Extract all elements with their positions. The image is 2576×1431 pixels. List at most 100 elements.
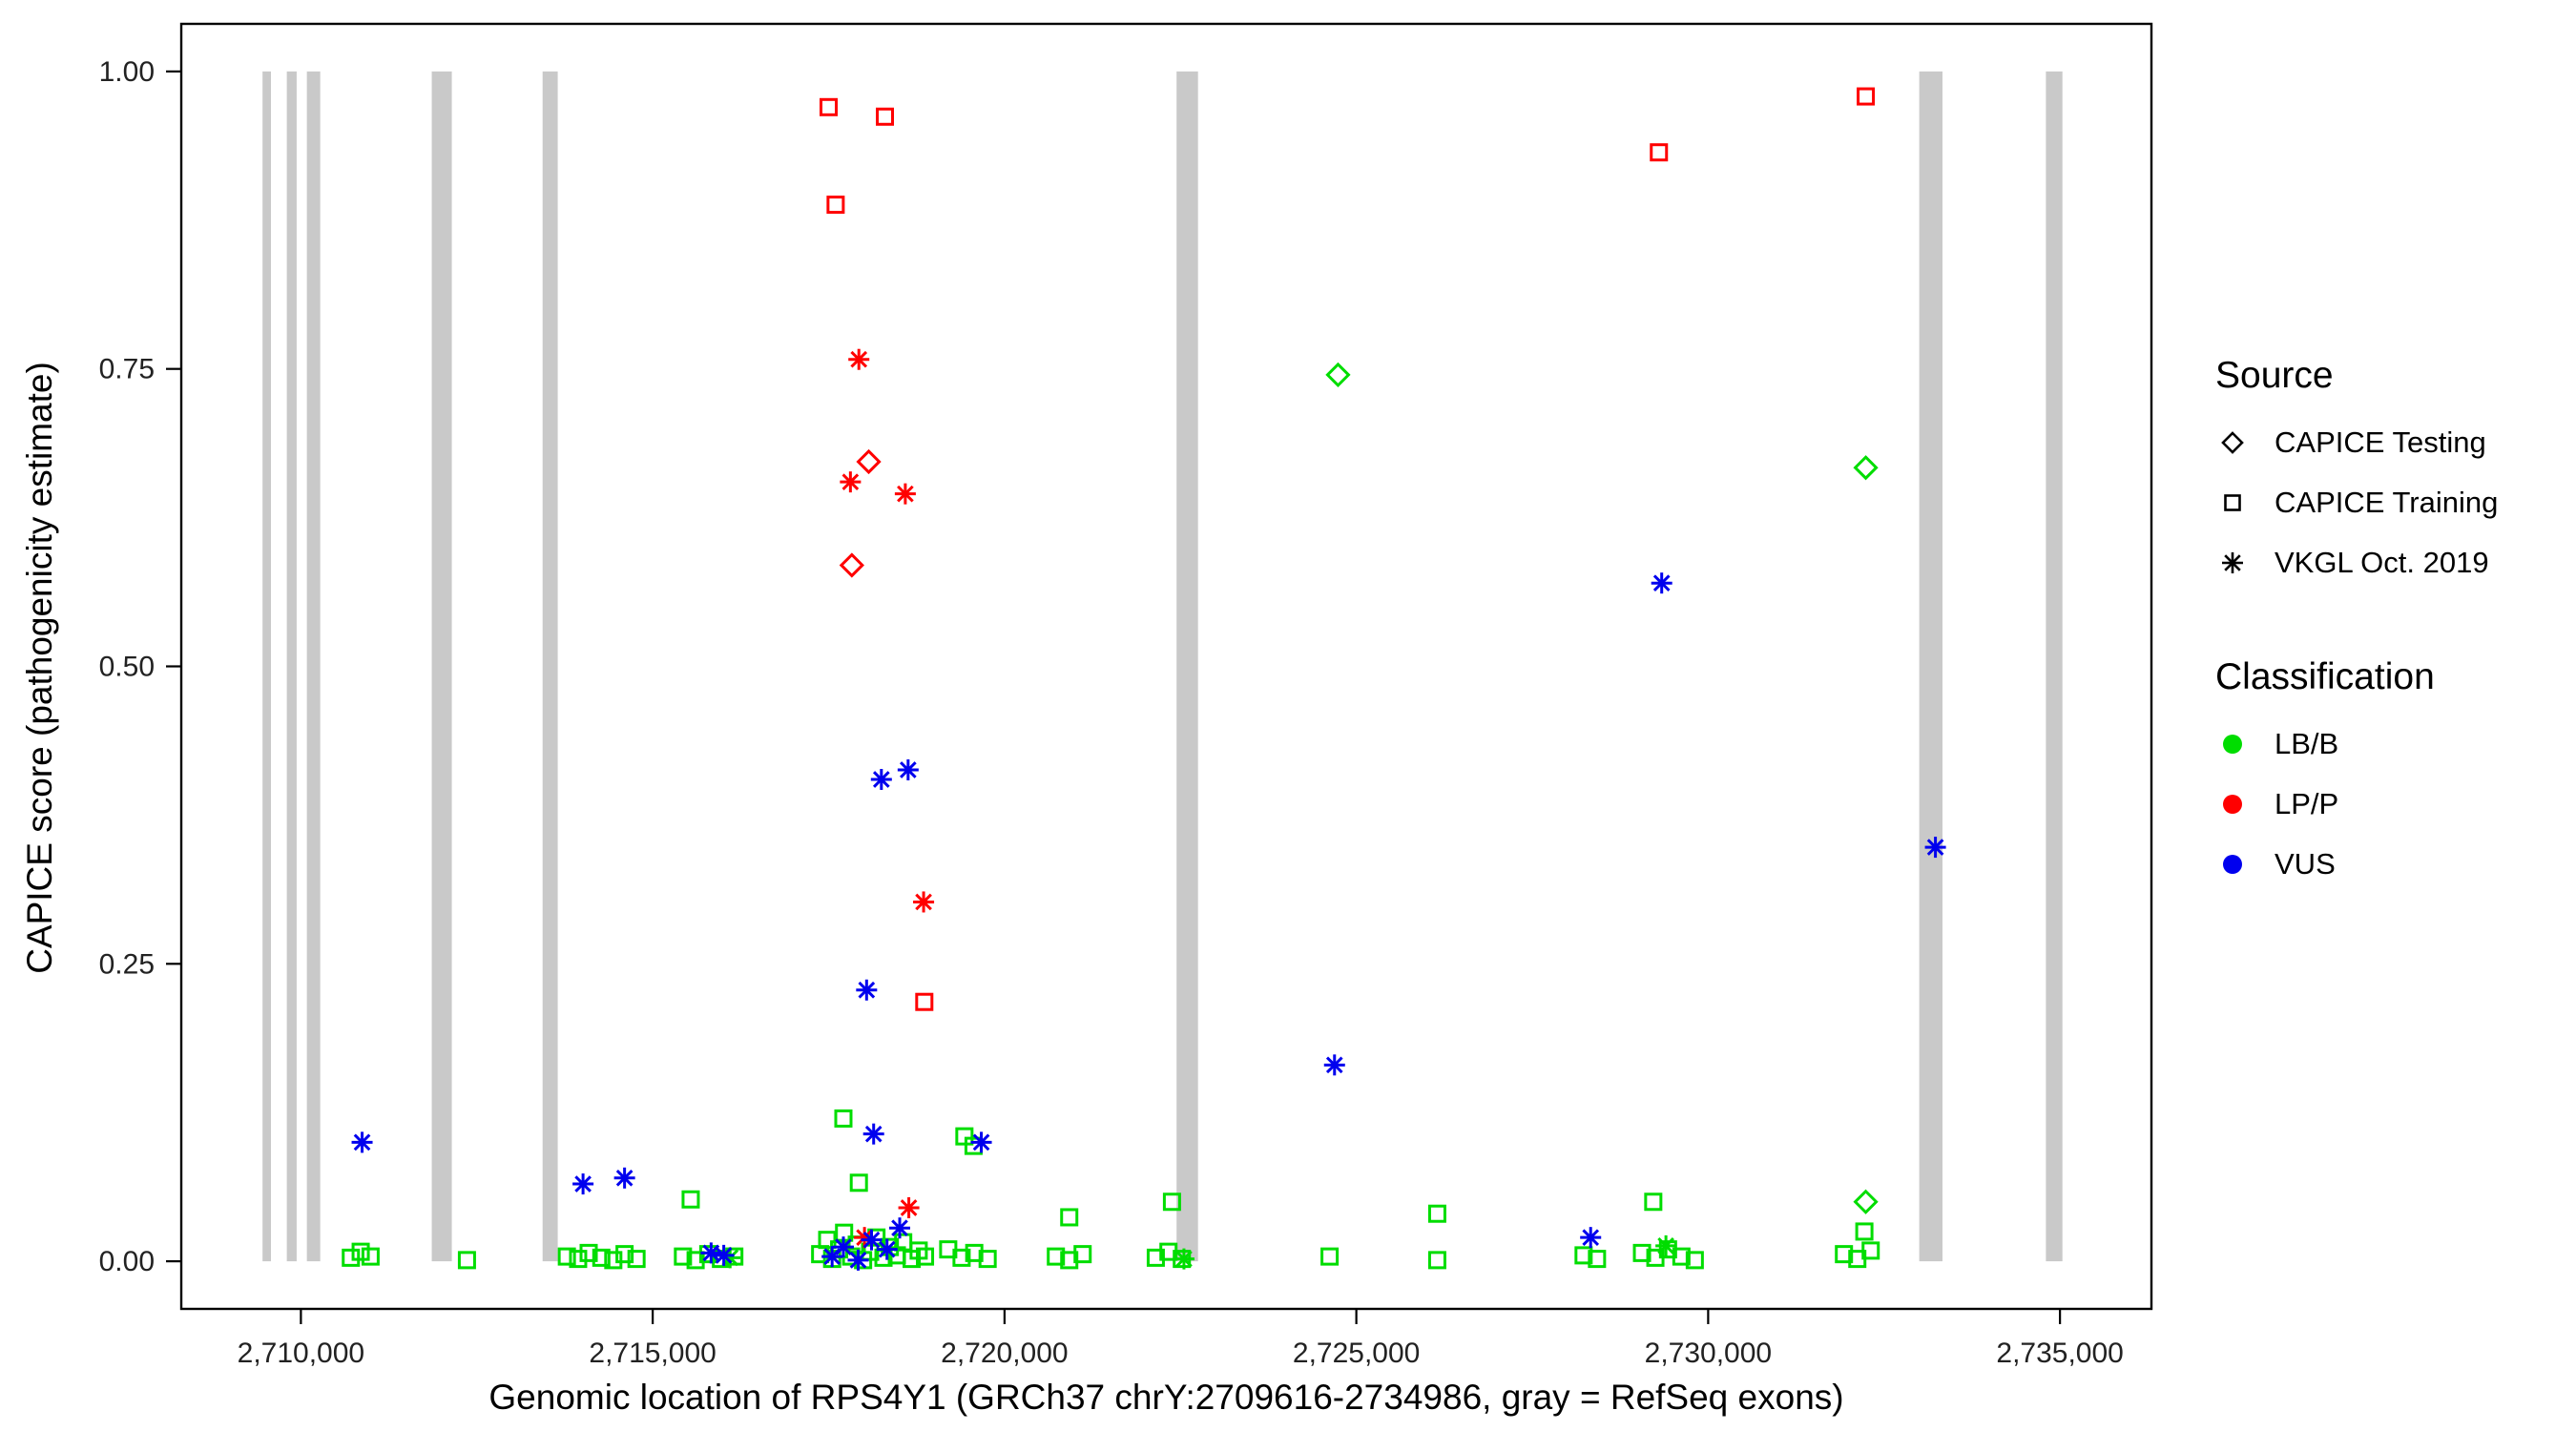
legend-item-vkgl: VKGL Oct. 2019 xyxy=(2215,546,2498,580)
data-point xyxy=(832,1236,854,1258)
data-point xyxy=(1162,1192,1181,1212)
data-point xyxy=(1060,1208,1079,1227)
data-point xyxy=(1574,1246,1593,1265)
data-point xyxy=(569,1250,588,1269)
exon-bar xyxy=(431,71,452,1262)
data-point xyxy=(1650,143,1669,162)
data-point xyxy=(913,891,935,913)
data-point xyxy=(351,1242,370,1261)
data-point xyxy=(1060,1251,1079,1270)
asterisk-marker-icon xyxy=(2222,552,2243,573)
data-point xyxy=(839,552,864,578)
x-tick-label: 2,715,000 xyxy=(589,1338,716,1369)
red-dot-icon xyxy=(2223,795,2242,814)
x-axis-title: Genomic location of RPS4Y1 (GRCh37 chrY:… xyxy=(488,1378,1844,1417)
legend-item-lpp: LP/P xyxy=(2215,787,2498,821)
data-point xyxy=(856,979,878,1001)
data-point xyxy=(1853,455,1879,481)
exon-bar xyxy=(542,71,558,1262)
data-point xyxy=(686,1251,705,1270)
data-point xyxy=(1651,572,1672,594)
exon-bar xyxy=(1176,71,1198,1262)
data-point xyxy=(888,1217,910,1239)
data-point xyxy=(834,1109,853,1128)
data-point xyxy=(713,1244,735,1266)
data-point xyxy=(818,1231,837,1250)
x-tick-label: 2,720,000 xyxy=(941,1338,1068,1369)
data-point xyxy=(861,1229,883,1251)
y-tick-label: 0.50 xyxy=(99,652,155,683)
legend-label: LP/P xyxy=(2275,787,2339,820)
data-point xyxy=(579,1243,598,1262)
y-tick-label: 0.00 xyxy=(99,1246,155,1277)
data-point xyxy=(876,1238,898,1260)
data-point xyxy=(1320,1247,1340,1266)
data-point xyxy=(557,1247,576,1266)
legend-classification-title: Classification xyxy=(2215,656,2435,697)
data-point xyxy=(915,992,934,1011)
y-axis-title: CAPICE score (pathogenicity estimate) xyxy=(20,362,59,974)
data-point xyxy=(848,348,870,370)
data-point xyxy=(1580,1227,1602,1249)
exon-bar xyxy=(306,71,321,1262)
data-point xyxy=(681,1190,700,1209)
legend-label: VUS xyxy=(2275,847,2336,881)
data-point xyxy=(856,448,882,475)
y-tick-label: 1.00 xyxy=(99,56,155,88)
exon-bar xyxy=(2046,71,2063,1262)
data-point xyxy=(592,1248,611,1267)
data-point xyxy=(978,1250,997,1269)
y-tick-label: 0.25 xyxy=(99,948,155,980)
data-point xyxy=(847,1249,869,1271)
data-point xyxy=(615,1245,634,1264)
data-point xyxy=(1924,837,1946,859)
data-point xyxy=(898,1196,920,1218)
blue-dot-icon xyxy=(2223,855,2242,874)
exon-bar xyxy=(1919,71,1942,1262)
data-point xyxy=(894,483,916,505)
data-point xyxy=(1325,362,1351,388)
square-marker-icon xyxy=(2224,494,2241,511)
data-point xyxy=(351,1131,373,1153)
data-point xyxy=(876,107,894,126)
data-point xyxy=(572,1173,594,1195)
data-point xyxy=(700,1242,722,1264)
x-tick-label: 2,730,000 xyxy=(1645,1338,1772,1369)
data-point xyxy=(1588,1250,1607,1269)
legend-label: CAPICE Testing xyxy=(2275,425,2486,459)
x-tick-label: 2,735,000 xyxy=(1996,1338,2123,1369)
data-point xyxy=(870,768,892,790)
data-point xyxy=(1427,1251,1446,1270)
data-point xyxy=(1861,1241,1880,1260)
legend-item-capice-testing: CAPICE Testing xyxy=(2215,425,2498,460)
legend-item-lbb: LB/B xyxy=(2215,727,2498,761)
data-point xyxy=(1835,1245,1854,1264)
green-dot-icon xyxy=(2223,735,2242,754)
x-tick-label: 2,725,000 xyxy=(1293,1338,1420,1369)
data-point xyxy=(1857,87,1876,106)
data-point xyxy=(1427,1204,1446,1223)
data-point xyxy=(1146,1248,1165,1267)
data-point xyxy=(916,1247,935,1266)
legend-label: VKGL Oct. 2019 xyxy=(2275,546,2489,579)
exon-bar xyxy=(262,71,272,1262)
data-point xyxy=(1073,1245,1092,1264)
data-point xyxy=(826,196,845,215)
data-point xyxy=(613,1167,635,1189)
data-point xyxy=(1685,1251,1704,1270)
legend-item-capice-training: CAPICE Training xyxy=(2215,486,2498,520)
legend-label: CAPICE Training xyxy=(2275,486,2499,519)
data-point xyxy=(840,471,862,493)
data-point xyxy=(820,97,838,116)
legend-source-title: Source xyxy=(2215,355,2334,396)
data-point xyxy=(862,1123,884,1145)
data-point xyxy=(965,1243,984,1262)
data-point xyxy=(1047,1247,1066,1266)
data-point xyxy=(1672,1247,1691,1266)
data-point xyxy=(897,759,919,781)
data-point xyxy=(627,1250,646,1269)
data-point xyxy=(1855,1222,1874,1241)
data-point xyxy=(1173,1250,1192,1269)
